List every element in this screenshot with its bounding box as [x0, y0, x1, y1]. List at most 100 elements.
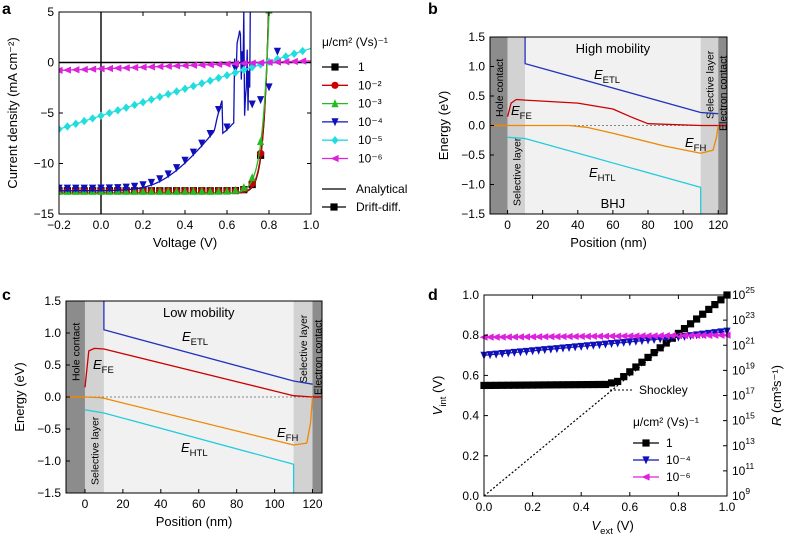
series-marker-1e-6	[522, 333, 531, 341]
panel-c: c Hole contact Selective layer Selective la…	[2, 287, 324, 529]
series-marker-1	[577, 381, 585, 389]
series-marker-1e-4	[547, 345, 555, 354]
axes-frame	[58, 11, 312, 215]
hole-contact-label: Hole contact	[494, 59, 506, 117]
y-tick-label: −1.0	[37, 454, 61, 468]
x-tick-label: 100	[265, 497, 285, 511]
series-marker-1e-6	[155, 62, 164, 71]
series-marker-1e-6	[588, 332, 597, 340]
series-marker-1e-4	[541, 346, 549, 355]
series-marker-1e-5	[139, 98, 147, 107]
series-marker-1	[565, 381, 573, 389]
series-marker-1e-5	[290, 49, 298, 58]
y-tick-label: 0.8	[462, 328, 479, 342]
curve-E_ETL	[103, 301, 313, 385]
y-tick-label: 5	[47, 5, 54, 19]
series-marker-1e-3	[248, 173, 256, 182]
y-tick-label: −1.5	[461, 207, 485, 221]
series-marker-1e-6	[96, 65, 105, 73]
legend-title: μ/cm² (Vs)⁻¹	[633, 415, 699, 429]
series-marker-1e-6	[491, 333, 500, 341]
panel-title: High mobility	[576, 41, 651, 56]
series-marker-1e-3	[173, 186, 181, 195]
series-marker-1	[644, 353, 652, 362]
series-marker-1e-4	[122, 183, 130, 192]
series-marker-1e-4	[583, 342, 591, 351]
series-line-1e-4	[59, 12, 251, 192]
series-line-Shockley	[483, 296, 725, 497]
series-marker-1e-6	[189, 61, 197, 69]
series-marker-1e-6	[680, 331, 689, 340]
y-tick-label: −0.5	[461, 148, 485, 162]
x-tick-label: 20	[536, 218, 550, 232]
series-marker-1e-6	[88, 65, 97, 73]
series-marker-1	[535, 381, 543, 389]
series-marker-1e-6	[113, 64, 122, 72]
series-marker-1e-4	[198, 139, 206, 148]
x-axis-title: Vext (V)	[592, 518, 634, 537]
series-marker-1e-6	[674, 332, 682, 340]
x-tick-label: 0.8	[670, 500, 687, 514]
shockley-label: Shockley	[639, 383, 688, 397]
electron-contact-label: Electron contact	[718, 56, 730, 131]
x-tick-label: 1.0	[303, 218, 320, 232]
series-marker-1e-6	[281, 58, 290, 66]
right-axis-title: R (cm³s⁻¹)	[769, 365, 784, 426]
series-marker-1e-6	[619, 332, 628, 340]
y-tick-label: 0.4	[462, 409, 479, 423]
x-axis-title: Position (nm)	[156, 514, 233, 529]
series-marker-1	[674, 329, 682, 338]
fe-label: EFE	[511, 103, 532, 122]
series-marker-1e-2	[248, 180, 256, 188]
series-marker-1e-3	[181, 186, 189, 195]
series-marker-1e-5	[231, 68, 239, 77]
series-marker-1e-6	[582, 332, 591, 340]
series-line-1e-3	[59, 12, 270, 195]
series-marker-1e-3	[139, 186, 147, 195]
series-marker-1e-3	[131, 186, 139, 195]
series-marker-1e-4	[565, 343, 573, 352]
y-tick-label: 0.0	[462, 489, 479, 503]
series-marker-1e-6	[686, 331, 695, 340]
series-marker-1	[601, 380, 610, 389]
y-axis-title: Current density (mA cm⁻²)	[5, 37, 20, 188]
series-marker-1	[529, 381, 537, 389]
series-marker-1e-4	[498, 350, 506, 359]
x-tick-label: 0.0	[93, 218, 110, 232]
series-marker-1e-6	[239, 59, 248, 67]
series-marker-1e-4	[571, 343, 579, 352]
series-marker-1	[632, 363, 640, 371]
legend-marker	[642, 456, 650, 465]
series-marker-1	[717, 296, 725, 304]
legend-marker	[642, 439, 650, 447]
series-marker-1e-6	[607, 332, 616, 340]
series-marker-1e-6	[172, 62, 181, 70]
y-tick-label: −0.5	[37, 422, 61, 436]
y-axis-title: Energy (eV)	[12, 362, 27, 431]
curve-E_ETL	[524, 37, 719, 115]
series-marker-1e-4	[97, 184, 105, 193]
series-marker-1	[571, 381, 579, 389]
selective-layer-label-right: Selective layer	[298, 314, 310, 383]
series-marker-1e-6	[516, 333, 525, 341]
series-marker-1e-4	[553, 345, 561, 354]
right-tick-label: 1025	[732, 285, 755, 302]
series-marker-1e-5	[282, 52, 290, 61]
x-tick-label: 0.4	[177, 218, 194, 232]
fh-label: EFH	[685, 135, 706, 154]
series-marker-1e-5	[89, 114, 97, 123]
series-marker-1e-5	[131, 100, 139, 110]
series-marker-1e-6	[264, 58, 273, 67]
series-marker-1e-4	[80, 184, 88, 193]
selective-layer-label-left: Selective layer	[511, 137, 523, 206]
series-marker-1e-4	[265, 83, 273, 92]
series-marker-1e-5	[164, 89, 172, 99]
panel-letter: b	[428, 1, 438, 18]
x-tick-label: 120	[708, 218, 728, 232]
legend-label: Analytical	[356, 182, 407, 196]
y-tick-label: 0.5	[44, 358, 61, 372]
series-marker-1e-6	[558, 332, 567, 341]
series-marker-1	[504, 381, 512, 389]
series-marker-1e-4	[626, 338, 634, 347]
series-marker-1e-6	[643, 332, 652, 340]
